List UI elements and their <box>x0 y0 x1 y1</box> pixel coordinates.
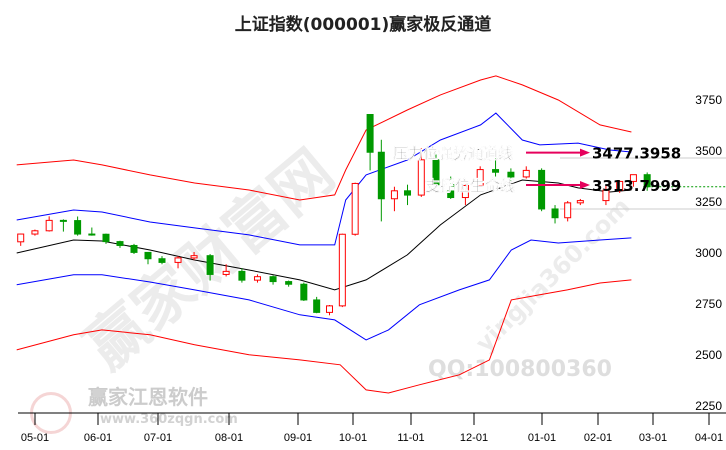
x-tick-label: 09-01 <box>284 432 312 444</box>
candle-body <box>144 251 152 260</box>
y-tick-label: 2750 <box>695 297 722 311</box>
candle-body <box>253 276 261 281</box>
candle-body <box>417 159 425 196</box>
candle-body <box>377 151 385 200</box>
x-tick-label: 12-01 <box>460 432 488 444</box>
candle-body <box>390 190 398 200</box>
candle-body <box>476 169 484 186</box>
candle-body <box>45 219 53 232</box>
candle-body <box>447 184 455 199</box>
x-tick-label: 04-01 <box>695 432 723 444</box>
candle-body <box>616 180 624 191</box>
candle-body <box>576 200 584 204</box>
watermark-url: www.360zqgn.com <box>100 412 238 427</box>
annotation-value: 3313.7999 <box>592 177 681 195</box>
candle-body <box>300 283 308 301</box>
arrow-head-icon <box>580 180 590 189</box>
candle-body <box>285 281 293 285</box>
candle-body <box>492 169 500 173</box>
x-tick-label: 06-01 <box>84 432 112 444</box>
candle-body <box>116 241 124 246</box>
x-tick-label: 08-01 <box>215 432 243 444</box>
candle-body <box>222 270 230 275</box>
candle-body <box>59 219 67 222</box>
x-tick-label: 03-01 <box>639 432 667 444</box>
watermark-side: 赢家江恩软件 <box>88 385 208 409</box>
candle-body <box>522 169 530 178</box>
x-tick-label: 10-01 <box>339 432 367 444</box>
arrow-head-icon <box>580 148 590 157</box>
candle-body <box>629 174 637 182</box>
candle-body <box>174 257 182 263</box>
y-tick-label: 2500 <box>695 348 722 362</box>
candle-body <box>88 233 96 236</box>
channel-line-upper-outer <box>16 75 632 201</box>
x-tick-label: 05-01 <box>21 432 49 444</box>
candle-body <box>190 255 198 259</box>
y-tick-label: 2250 <box>695 399 722 413</box>
y-tick-label: 3000 <box>695 246 722 260</box>
y-tick-label: 3500 <box>695 144 722 158</box>
x-tick-label: 07-01 <box>144 432 172 444</box>
candle-body <box>507 171 515 178</box>
candle-body <box>326 305 333 313</box>
candle-body <box>130 244 138 253</box>
candle-body <box>238 270 246 281</box>
candle-body <box>17 233 25 243</box>
watermark-qq: QQ:100800360 <box>428 357 612 382</box>
channel-line-lower-outer <box>16 279 632 394</box>
channel-line-upper-inner <box>16 112 632 246</box>
annotation-value: 3477.3958 <box>592 145 681 163</box>
chart-title: 上证指数(000001)赢家极反通道 <box>234 15 492 35</box>
x-tick-label: 01-01 <box>528 432 556 444</box>
candle-body <box>432 159 440 186</box>
candle-body <box>206 255 214 275</box>
candle-body <box>313 299 321 313</box>
annotation-label: 支撑位生命线 <box>424 177 515 195</box>
y-tick-label: 3750 <box>695 93 722 107</box>
candle-body <box>538 169 546 210</box>
channel-line-lower-inner <box>16 237 632 341</box>
x-tick-label: 11-01 <box>397 432 424 444</box>
candle-body <box>269 276 277 283</box>
candle-body <box>564 202 572 219</box>
candle-body <box>461 184 469 199</box>
candle-body <box>551 208 559 219</box>
candle-body <box>366 114 374 153</box>
x-tick-label: 02-01 <box>584 432 612 444</box>
candle-body <box>404 190 412 196</box>
candle-body <box>351 182 359 235</box>
candle-body <box>158 258 166 263</box>
candle-body <box>602 189 610 202</box>
annotation-label: 压力位强势通道线 <box>393 145 513 163</box>
candle-body <box>74 220 82 235</box>
candle-body <box>31 230 39 235</box>
y-tick-label: 3250 <box>695 195 722 209</box>
candle-body <box>338 233 346 307</box>
candle-body <box>102 233 110 243</box>
